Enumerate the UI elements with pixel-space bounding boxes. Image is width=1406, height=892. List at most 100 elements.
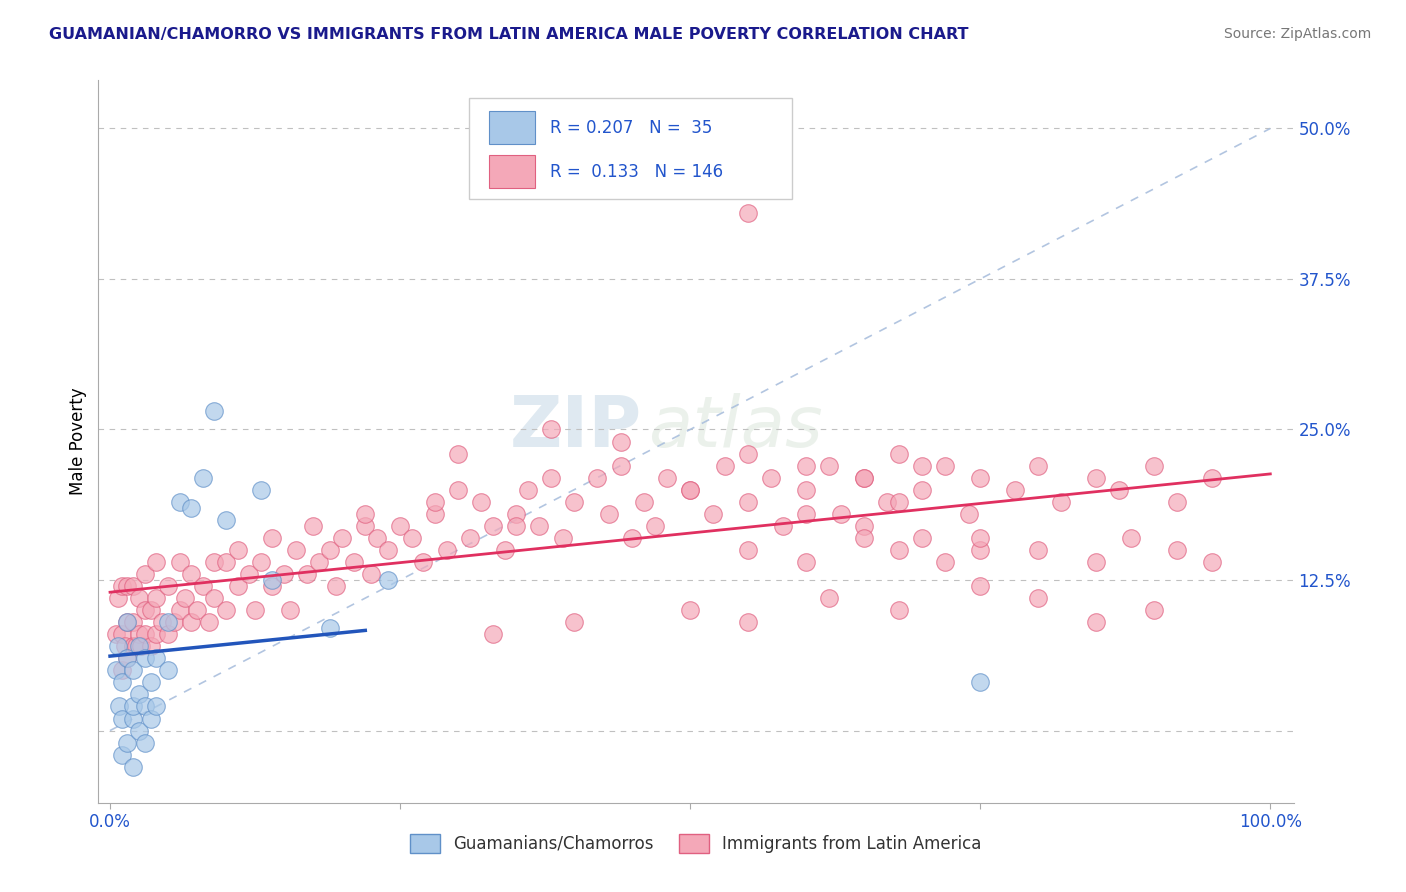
Point <box>714 458 737 473</box>
Point <box>111 579 134 593</box>
Point <box>330 531 353 545</box>
Point <box>169 555 191 569</box>
Text: R =  0.133   N = 146: R = 0.133 N = 146 <box>550 163 723 181</box>
Point <box>794 507 817 521</box>
Point <box>436 542 458 557</box>
Point <box>737 446 759 460</box>
Point <box>117 615 139 630</box>
Point <box>562 615 585 630</box>
Point <box>128 723 150 738</box>
Point <box>325 579 347 593</box>
Point <box>412 555 434 569</box>
Point <box>598 507 620 521</box>
Point <box>308 555 330 569</box>
Point <box>1166 542 1188 557</box>
Point <box>377 542 399 557</box>
Point <box>117 651 139 665</box>
Point <box>1143 603 1166 617</box>
Point <box>139 712 162 726</box>
Point <box>794 555 817 569</box>
Point <box>830 507 852 521</box>
Point <box>655 471 678 485</box>
Point <box>494 542 516 557</box>
Point <box>262 531 284 545</box>
Point <box>1166 494 1188 508</box>
Point <box>609 434 631 449</box>
Point <box>204 404 226 418</box>
Point <box>104 627 127 641</box>
Point <box>238 567 260 582</box>
Point <box>1108 483 1130 497</box>
Point <box>215 555 238 569</box>
Point <box>470 494 492 508</box>
Point <box>447 483 470 497</box>
Point <box>586 471 609 485</box>
Text: R = 0.207   N =  35: R = 0.207 N = 35 <box>550 119 713 136</box>
Point <box>482 518 505 533</box>
Point <box>319 542 342 557</box>
Point <box>111 712 134 726</box>
Text: ZIP: ZIP <box>510 392 643 461</box>
Point <box>505 518 527 533</box>
Point <box>204 591 226 606</box>
Point <box>761 471 783 485</box>
Point <box>644 518 666 533</box>
Point <box>772 518 794 533</box>
Point <box>887 603 910 617</box>
Point <box>163 615 186 630</box>
Point <box>540 423 562 437</box>
Point <box>157 627 180 641</box>
Point <box>516 483 538 497</box>
Point <box>633 494 655 508</box>
Point <box>122 615 145 630</box>
Point <box>423 494 446 508</box>
Point <box>145 555 167 569</box>
Point <box>1026 542 1049 557</box>
Point <box>934 458 956 473</box>
Y-axis label: Male Poverty: Male Poverty <box>69 388 87 495</box>
Point <box>122 639 145 653</box>
Point <box>911 483 934 497</box>
Point <box>114 639 136 653</box>
Point <box>117 735 139 749</box>
Point <box>186 603 208 617</box>
Point <box>853 471 876 485</box>
Point <box>226 579 249 593</box>
Point <box>122 699 145 714</box>
Point <box>1085 471 1108 485</box>
Point <box>540 471 562 485</box>
Point <box>273 567 295 582</box>
Point <box>111 675 134 690</box>
Point <box>609 458 631 473</box>
Point <box>343 555 366 569</box>
Point <box>262 579 284 593</box>
Point <box>128 591 150 606</box>
Point <box>354 507 377 521</box>
Legend: Guamanians/Chamorros, Immigrants from Latin America: Guamanians/Chamorros, Immigrants from La… <box>404 827 988 860</box>
Point <box>150 615 173 630</box>
Point <box>169 603 191 617</box>
Point <box>111 664 134 678</box>
Point <box>226 542 249 557</box>
Point <box>679 483 702 497</box>
Point <box>145 699 167 714</box>
Point <box>876 494 898 508</box>
Point <box>1004 483 1026 497</box>
Point <box>794 458 817 473</box>
Point <box>128 639 150 653</box>
Point <box>107 591 129 606</box>
Point <box>124 639 146 653</box>
Point <box>250 483 273 497</box>
Point <box>297 567 319 582</box>
Point <box>702 507 724 521</box>
Point <box>122 664 145 678</box>
Point <box>529 518 551 533</box>
Point <box>243 603 266 617</box>
Point <box>911 531 934 545</box>
Point <box>969 531 991 545</box>
Point <box>278 603 301 617</box>
Point <box>302 518 325 533</box>
Point <box>111 627 134 641</box>
Point <box>122 760 145 774</box>
Point <box>818 458 841 473</box>
